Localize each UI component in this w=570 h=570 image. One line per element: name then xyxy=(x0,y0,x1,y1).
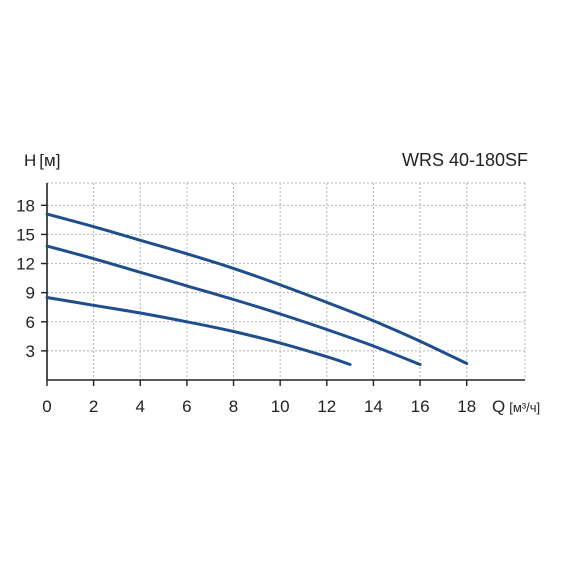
y-tick-label: 3 xyxy=(26,342,35,361)
series-line-3 xyxy=(45,296,352,366)
x-tick-label: 10 xyxy=(271,397,290,416)
series xyxy=(45,212,469,366)
chart-title: WRS 40-180SF xyxy=(402,150,528,170)
x-tick-label: 12 xyxy=(317,397,336,416)
y-axis-title: H [м] xyxy=(24,151,60,170)
series-line-1 xyxy=(45,212,469,365)
x-tick-label: 4 xyxy=(136,397,145,416)
axes xyxy=(46,183,525,381)
ticks: 0 2 4 6 8 10 12 14 16 18 3 6 9 12 15 18 xyxy=(16,196,476,416)
y-tick-label: 15 xyxy=(16,225,35,244)
y-tick-label: 9 xyxy=(26,284,35,303)
x-tick-label: 16 xyxy=(411,397,430,416)
x-tick-label: 6 xyxy=(182,397,191,416)
x-tick-label: 8 xyxy=(229,397,238,416)
y-tick-label: 18 xyxy=(16,196,35,215)
grid xyxy=(47,182,526,380)
x-tick-label: 0 xyxy=(42,397,51,416)
y-tick-label: 6 xyxy=(26,313,35,332)
series-line-2 xyxy=(45,244,422,366)
x-tick-label: 14 xyxy=(364,397,383,416)
x-tick-label: 2 xyxy=(89,397,98,416)
x-axis-title: Q [м³/ч] xyxy=(492,397,540,416)
x-tick-label: 18 xyxy=(457,397,476,416)
y-tick-label: 12 xyxy=(16,255,35,274)
